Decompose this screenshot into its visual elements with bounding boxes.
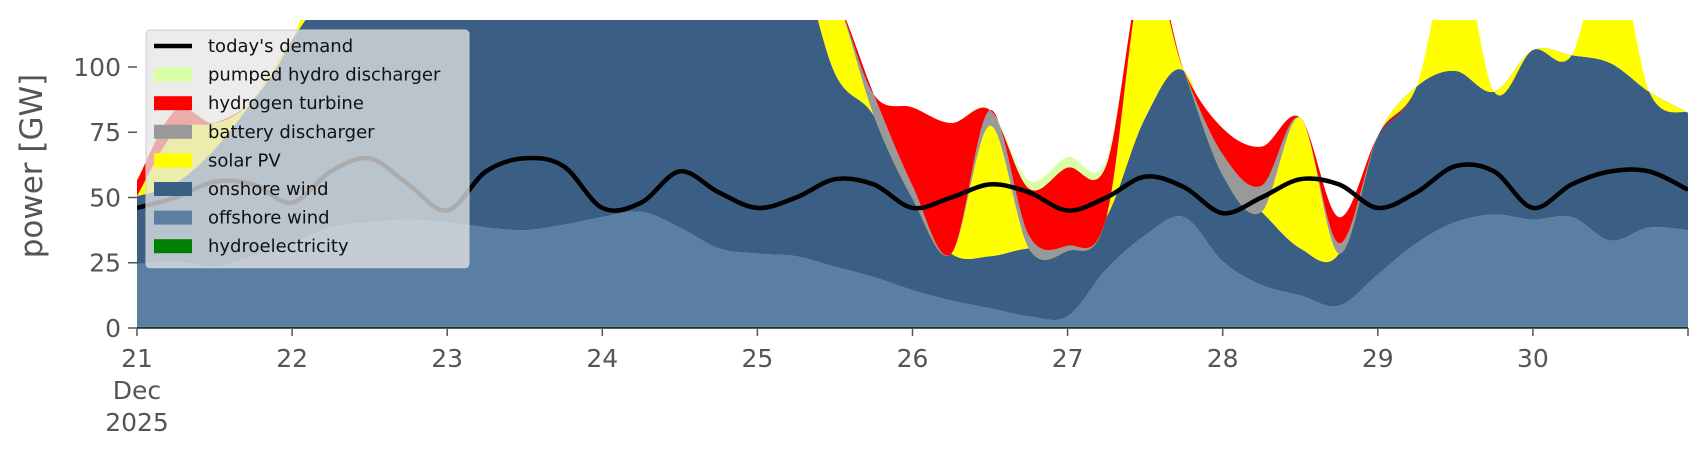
- x-tick-label: 26: [897, 344, 929, 373]
- x-tick-label: 27: [1052, 344, 1084, 373]
- legend-swatch-pumped-hydro-discharger: [154, 67, 192, 82]
- legend-label-solar-pv: solar PV: [208, 150, 281, 171]
- legend-label-hydrogen-turbine: hydrogen turbine: [208, 93, 364, 114]
- area-onshore-wind: [137, 20, 1688, 321]
- x-tick-label: 30: [1517, 344, 1549, 373]
- legend-swatch-solar-pv: [154, 153, 192, 168]
- legend-swatch-battery-discharger: [154, 124, 192, 139]
- legend-label-pumped-hydro-discharger: pumped hydro discharger: [208, 65, 441, 86]
- legend-swatch-hydroelectricity: [154, 239, 192, 254]
- x-tick-label: 25: [741, 344, 773, 373]
- axes: 0 25 50 75 100 21 Dec 2025 22 23 24 25 26 27 28 29 30: [73, 53, 1689, 437]
- area-hydrogen-turbine: [137, 20, 1688, 256]
- x-tick-label: 28: [1207, 344, 1239, 373]
- x-tick-label: 29: [1362, 344, 1394, 373]
- y-axis-label: power [GW]: [14, 74, 50, 259]
- area-solar-pv: [137, 20, 1688, 263]
- legend-label-offshore-wind: offshore wind: [208, 208, 330, 229]
- x-tick-label: 23: [431, 344, 463, 373]
- area-offshore-wind: [137, 211, 1688, 327]
- y-tick-label: 0: [105, 314, 121, 343]
- y-tick-label: 50: [89, 183, 121, 212]
- y-tick-label: 75: [89, 118, 121, 147]
- legend-box: [145, 29, 470, 269]
- legend-label-onshore-wind: onshore wind: [208, 179, 329, 200]
- x-tick-label: 24: [586, 344, 618, 373]
- legend-label-battery-discharger: battery discharger: [208, 122, 375, 143]
- x-tick-label: 22: [276, 344, 308, 373]
- y-tick-label: 100: [73, 53, 121, 82]
- legend-swatch-hydrogen-turbine: [154, 96, 192, 111]
- legend-swatch-offshore-wind: [154, 210, 192, 225]
- x-tick-label: 21 Dec 2025: [105, 344, 169, 437]
- legend-swatch-onshore-wind: [154, 182, 192, 196]
- legend-label-today-s-demand: today's demand: [208, 36, 353, 57]
- legend: today's demand pumped hydro discharger hyd…: [145, 29, 470, 269]
- legend-label-hydroelectricity: hydroelectricity: [208, 236, 349, 257]
- y-tick-label: 25: [89, 249, 121, 278]
